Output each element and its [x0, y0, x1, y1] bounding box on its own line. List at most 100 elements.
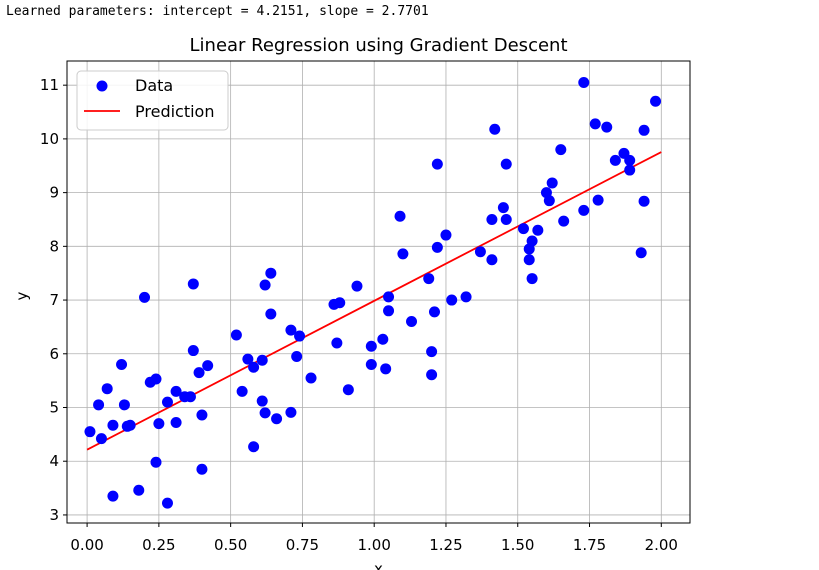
y-tick-label: 11: [40, 76, 59, 94]
data-point: [394, 210, 406, 222]
data-point: [334, 297, 346, 309]
y-tick-label: 10: [40, 130, 59, 148]
data-point: [271, 413, 283, 425]
legend: Data Prediction: [76, 70, 229, 131]
data-point: [380, 363, 392, 375]
data-point: [486, 254, 498, 266]
data-point: [486, 213, 498, 225]
data-point: [578, 204, 590, 216]
data-point: [242, 353, 254, 365]
data-point: [196, 409, 208, 421]
data-point: [365, 340, 377, 352]
data-point: [517, 223, 529, 235]
x-tick-label: 1.25: [429, 536, 462, 554]
y-tick-label: 9: [49, 184, 59, 202]
y-tick-label: 8: [49, 237, 59, 255]
data-point: [523, 254, 535, 266]
data-point: [139, 291, 151, 303]
data-point: [107, 419, 119, 431]
x-tick-label: 0.25: [142, 536, 175, 554]
data-point: [526, 235, 538, 247]
legend-label-data: Data: [135, 76, 173, 95]
data-point: [578, 76, 590, 88]
data-point: [187, 345, 199, 357]
data-point: [265, 267, 277, 279]
data-point: [101, 383, 113, 395]
y-axis: 3 4 5 6 7 8 9 10 11: [40, 76, 67, 524]
data-point: [377, 333, 389, 345]
data-point: [460, 291, 472, 303]
data-point: [285, 324, 297, 336]
data-point: [426, 346, 438, 358]
data-point: [489, 123, 501, 135]
data-point: [555, 144, 567, 156]
data-point: [426, 369, 438, 381]
data-point: [526, 273, 538, 285]
data-point: [95, 433, 107, 445]
data-point: [635, 247, 647, 259]
data-point: [196, 463, 208, 475]
data-point: [331, 337, 343, 349]
data-point: [248, 441, 260, 453]
data-point: [124, 419, 136, 431]
legend-marker-data: [96, 80, 108, 92]
data-point: [285, 406, 297, 418]
x-tick-label: 1.00: [357, 536, 390, 554]
x-axis: 0.00 0.25 0.50 0.75 1.00 1.25 1.50 1.75 2.00: [70, 523, 678, 554]
data-point: [500, 213, 512, 225]
data-point: [406, 316, 418, 328]
data-point: [259, 407, 271, 419]
data-point: [256, 354, 268, 366]
plot-frame: [66, 60, 691, 524]
data-point: [351, 280, 363, 292]
data-point: [150, 373, 162, 385]
y-axis-label: y: [13, 291, 31, 300]
data-point: [150, 456, 162, 468]
data-point: [256, 395, 268, 407]
data-point: [133, 484, 145, 496]
data-point: [638, 195, 650, 207]
data-point: [532, 224, 544, 236]
data-point: [305, 372, 317, 384]
chart-title: Linear Regression using Gradient Descent: [190, 35, 568, 56]
x-tick-label: 0.75: [286, 536, 319, 554]
x-tick-label: 0.50: [214, 536, 247, 554]
data-series: [84, 76, 662, 509]
legend-box: [76, 70, 229, 131]
data-point: [423, 273, 435, 285]
data-point: [259, 279, 271, 291]
console-output: Learned parameters: intercept = 4.2151, …: [6, 4, 429, 19]
data-point: [265, 308, 277, 320]
grid: [67, 61, 690, 523]
data-point: [153, 418, 165, 430]
data-point: [543, 195, 555, 207]
x-tick-label: 2.00: [645, 536, 678, 554]
x-tick-label: 1.50: [501, 536, 534, 554]
data-point: [161, 497, 173, 509]
data-point: [624, 164, 636, 176]
data-point: [84, 426, 96, 438]
data-point: [383, 291, 395, 303]
data-point: [230, 329, 242, 341]
data-point: [383, 305, 395, 317]
data-point: [116, 359, 128, 371]
y-tick-label: 4: [49, 452, 59, 470]
y-tick-label: 7: [49, 291, 59, 309]
data-point: [170, 417, 182, 429]
data-point: [193, 367, 205, 379]
data-point: [431, 241, 443, 253]
data-point: [500, 158, 512, 170]
data-point: [558, 215, 570, 227]
data-point: [440, 229, 452, 241]
data-point: [294, 330, 306, 342]
data-point: [650, 95, 662, 107]
x-axis-label: x: [374, 560, 383, 570]
data-point: [601, 121, 613, 133]
data-point: [170, 385, 182, 397]
data-point: [187, 278, 199, 290]
legend-label-prediction: Prediction: [135, 102, 214, 121]
data-point: [365, 359, 377, 371]
x-tick-label: 0.00: [70, 536, 103, 554]
data-point: [248, 361, 260, 373]
